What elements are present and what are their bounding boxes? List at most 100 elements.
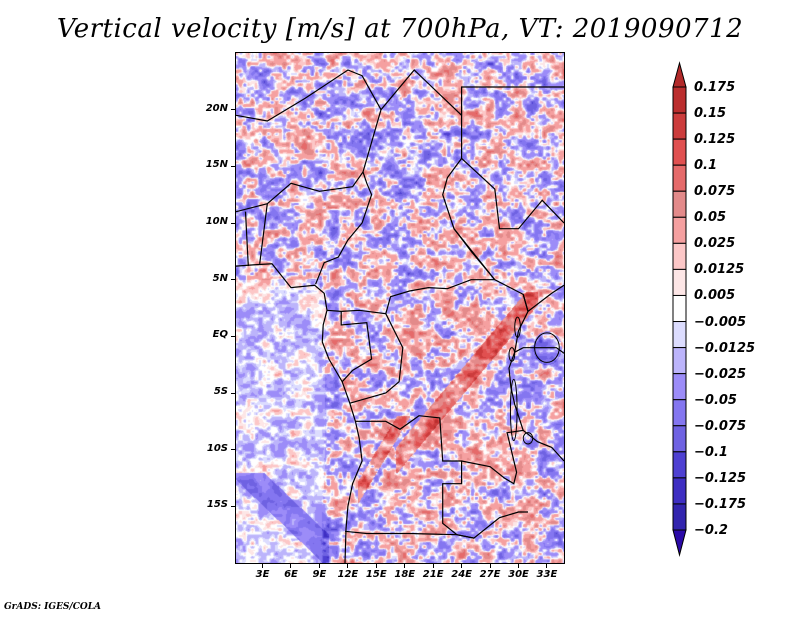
y-tick-label: EQ (212, 329, 228, 341)
country-border (236, 263, 363, 563)
x-tick-label: 27E (479, 569, 501, 580)
country-border (349, 313, 404, 404)
country-border (508, 294, 529, 431)
lake-outline (514, 316, 521, 338)
colorbar-label: −0.1 (694, 444, 728, 460)
y-tick (231, 505, 236, 507)
colorbar-box (672, 425, 687, 453)
colorbar-box (672, 112, 687, 140)
y-tick-label: 10S (206, 442, 228, 454)
y-tick-label: 5S (213, 386, 228, 397)
country-border (344, 511, 528, 539)
y-tick-label: 15S (206, 499, 228, 511)
x-tick (404, 563, 406, 568)
colorbar-label: 0.1 (694, 158, 718, 174)
colorbar-box (672, 347, 687, 375)
colorbar-label: 0.15 (694, 106, 727, 122)
chart-title: Vertical velocity [m/s] at 700hPa, VT: 2… (56, 14, 744, 44)
vertical-velocity-field (236, 53, 564, 563)
colorbar-extend-max (672, 61, 687, 88)
country-border (461, 86, 564, 116)
colorbar-label: −0.005 (694, 314, 747, 330)
y-tick-label: 15N (205, 159, 228, 171)
colorbar-box (672, 138, 687, 166)
map-frame (235, 52, 565, 564)
x-tick (262, 563, 264, 568)
y-tick (231, 109, 236, 111)
colorbar-box (672, 321, 687, 349)
colorbar-label: −0.125 (694, 470, 747, 486)
y-tick (231, 335, 236, 337)
y-tick-label: 5N (212, 272, 228, 284)
colorbar-box (672, 268, 687, 296)
country-border (244, 211, 249, 267)
country-border (461, 157, 564, 230)
x-tick (318, 563, 320, 568)
colorbar-box (672, 451, 687, 479)
y-tick-label: 20N (205, 102, 228, 114)
x-tick-label: 18E (394, 569, 416, 580)
lake-outline (508, 347, 516, 362)
colorbar-box (672, 242, 687, 270)
country-border (236, 171, 364, 213)
x-tick (489, 563, 491, 568)
x-tick-label: 12E (337, 569, 359, 580)
colorbar-box (672, 86, 687, 114)
colorbar-label: −0.025 (694, 366, 747, 382)
colorbar-label: −0.075 (694, 418, 747, 434)
colorbar-box (672, 216, 687, 244)
y-tick-label: 10N (205, 216, 228, 227)
x-tick-label: 9E (312, 569, 327, 580)
country-border (453, 228, 496, 281)
y-tick (231, 449, 236, 451)
country-border (340, 311, 373, 383)
colorbar-box (672, 190, 687, 218)
colorbar-box (672, 399, 687, 427)
colorbar-label: −0.0125 (694, 340, 756, 356)
colorbar-box (672, 294, 687, 323)
colorbar-box (672, 373, 687, 401)
lake-outline (509, 378, 518, 442)
country-border (514, 347, 564, 354)
x-tick-label: 21E (422, 569, 444, 580)
colorbar-label: 0.175 (694, 80, 736, 95)
x-tick-label: 24E (451, 569, 472, 580)
x-tick (546, 563, 548, 568)
x-tick-label: 30E (508, 569, 529, 580)
country-border (355, 415, 475, 539)
x-tick-label: 3E (255, 569, 270, 580)
colorbar-label: 0.005 (694, 288, 736, 304)
country-border (527, 284, 564, 312)
country-borders (236, 69, 564, 563)
x-tick (347, 563, 349, 568)
colorbar-label: 0.025 (694, 236, 736, 252)
colorbar-box (672, 503, 687, 531)
colorbar (672, 61, 687, 557)
y-tick (231, 392, 236, 394)
colorbar-extend-min (672, 529, 687, 557)
x-tick (375, 563, 377, 568)
y-tick (231, 279, 236, 281)
colorbar-label: 0.0125 (694, 262, 745, 278)
colorbar-label: 0.075 (694, 184, 736, 200)
colorbar-box (672, 164, 687, 192)
x-tick-label: 33E (536, 569, 558, 580)
x-tick (432, 563, 434, 568)
colorbar-box (672, 477, 687, 505)
country-border (259, 203, 268, 264)
colorbar-label: −0.2 (694, 523, 728, 538)
x-tick-label: 6E (284, 569, 298, 580)
y-tick (231, 222, 236, 224)
x-tick (290, 563, 292, 568)
colorbar-label: −0.05 (694, 392, 737, 408)
lake-outline (522, 432, 534, 445)
x-tick (517, 563, 519, 568)
map-plot-area (236, 53, 564, 563)
colorbar-label: 0.05 (694, 210, 727, 226)
country-border (326, 279, 529, 315)
colorbar-label: −0.175 (694, 496, 747, 512)
country-border (461, 429, 564, 485)
colorbar-label: 0.125 (694, 132, 736, 148)
y-tick (231, 165, 236, 167)
x-tick-label: 15E (365, 569, 387, 580)
